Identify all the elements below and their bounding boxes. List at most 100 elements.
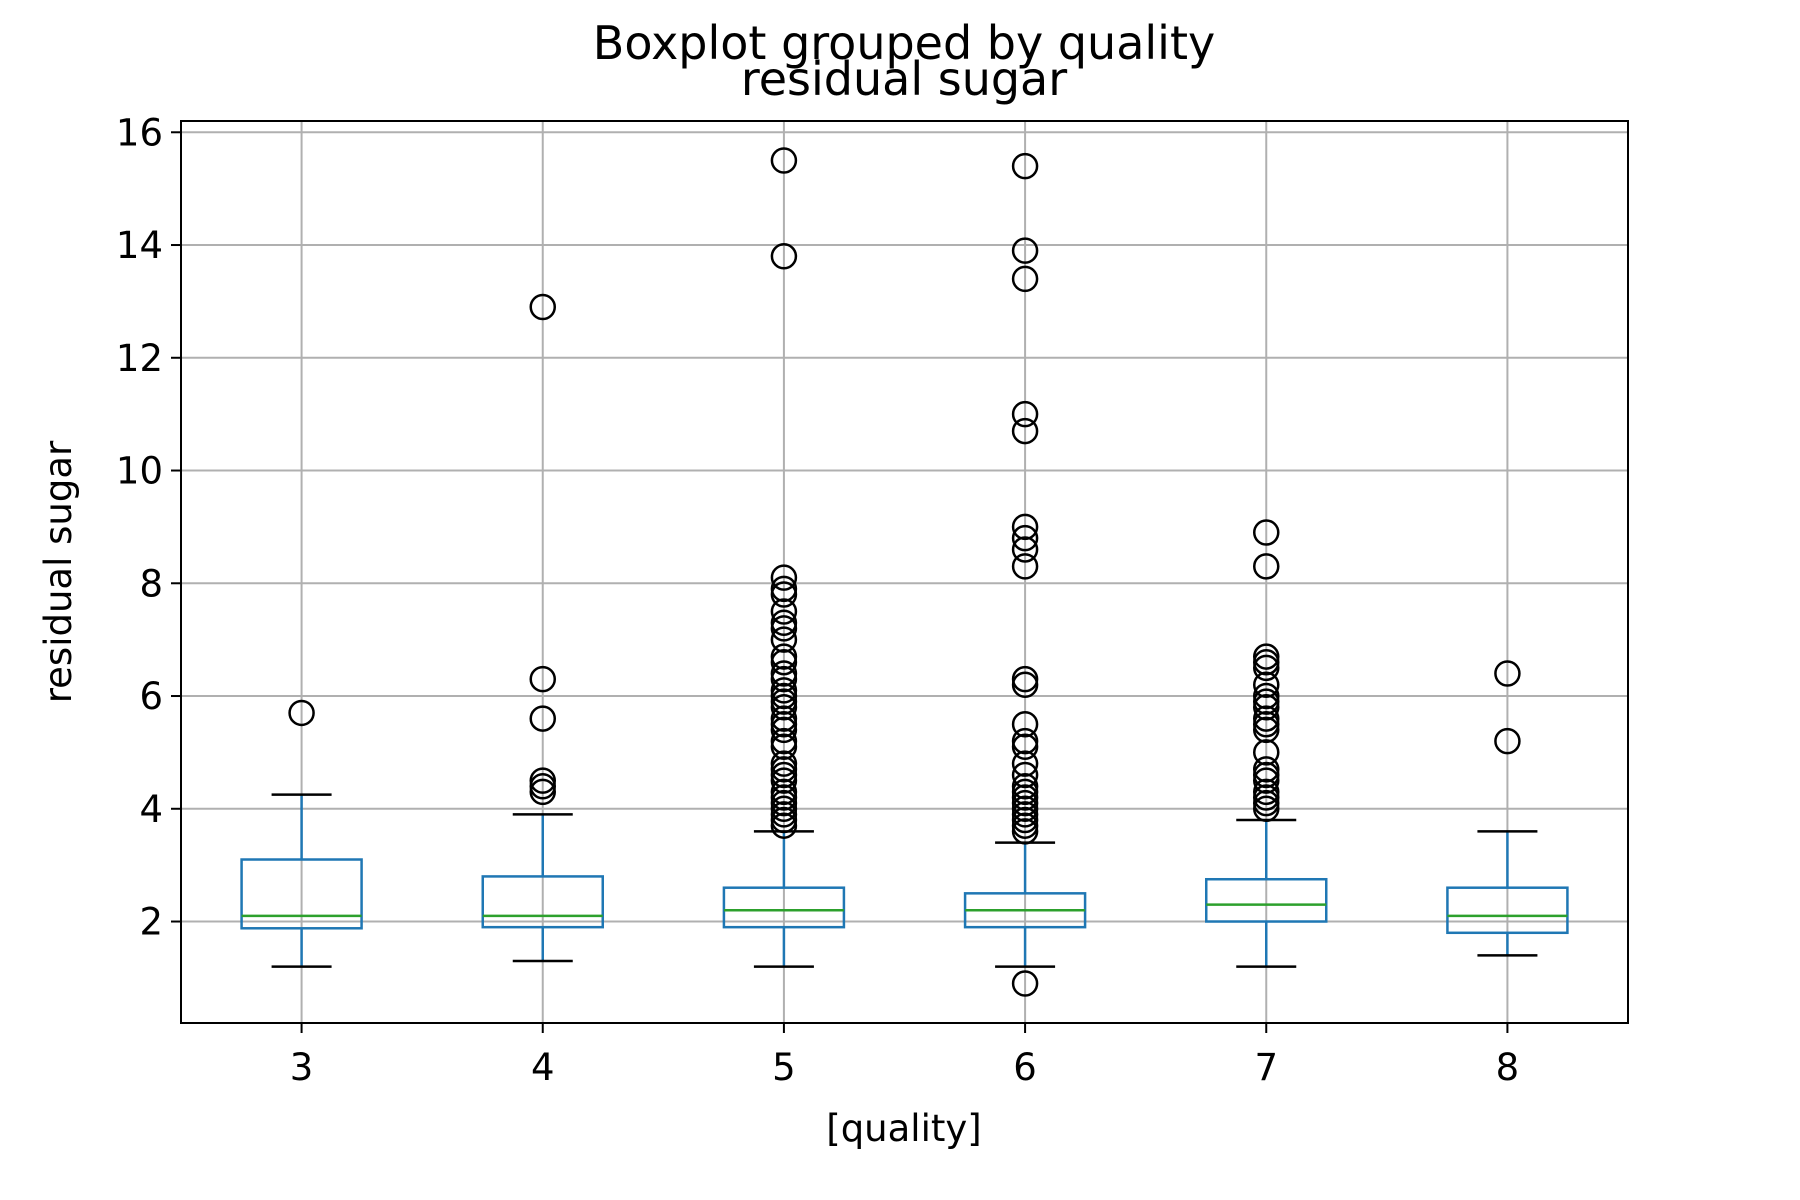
- outlier-point: [1253, 767, 1280, 794]
- outlier-point: [1011, 772, 1039, 800]
- x-tick-label: 6: [1013, 1046, 1037, 1089]
- outlier-point: [1011, 806, 1039, 834]
- outlier-point: [1011, 784, 1039, 811]
- outlier-point: [1011, 152, 1039, 180]
- box-iqr: [240, 858, 363, 930]
- outlier-point: [770, 705, 798, 732]
- y-tick-label: 8: [139, 562, 163, 605]
- outlier-point: [770, 615, 798, 642]
- outlier-point: [1494, 660, 1521, 687]
- outlier-point: [1011, 671, 1039, 698]
- x-tick-label: 8: [1496, 1046, 1520, 1089]
- outlier-point: [1011, 818, 1039, 845]
- outlier-point: [770, 575, 798, 603]
- outlier-point: [1253, 739, 1280, 766]
- outlier-point: [1253, 716, 1280, 744]
- x-axis-label: [quality]: [826, 1107, 981, 1150]
- outlier-point: [1011, 801, 1039, 828]
- outlier-point: [770, 688, 798, 715]
- x-tick-label: 3: [290, 1046, 314, 1089]
- outlier-point: [770, 750, 798, 777]
- outlier-point: [1011, 710, 1039, 738]
- outlier-point: [1253, 710, 1280, 738]
- outlier-point: [770, 789, 798, 817]
- outlier-point: [770, 801, 798, 828]
- outlier-point: [770, 648, 798, 676]
- x-tick-label: 7: [1254, 1046, 1278, 1089]
- outlier-point: [1253, 553, 1280, 580]
- y-tick-label: 12: [116, 337, 163, 380]
- y-tick-label: 6: [139, 675, 163, 718]
- outlier-point: [1011, 778, 1039, 806]
- x-tick-label: 4: [531, 1046, 555, 1089]
- outlier-point: [1011, 665, 1039, 693]
- outlier-point: [1253, 761, 1280, 789]
- box-layer: [240, 793, 1569, 968]
- outlier-point: [770, 243, 798, 270]
- outlier-point: [1011, 400, 1039, 428]
- outlier-point: [1253, 519, 1280, 546]
- outlier-point: [770, 784, 798, 811]
- outlier-point: [1011, 795, 1039, 823]
- outlier-point: [770, 767, 798, 794]
- outlier-point: [1011, 812, 1039, 839]
- outlier-point: [770, 727, 798, 755]
- outlier-point: [1011, 417, 1039, 445]
- outlier-point: [529, 772, 556, 800]
- y-axis-label: residual sugar: [37, 440, 80, 703]
- outlier-point: [770, 812, 798, 839]
- outlier-point: [770, 716, 798, 744]
- outlier-point: [770, 581, 798, 608]
- flier-layer: [288, 147, 1521, 997]
- chart-title: residual sugar: [741, 52, 1067, 106]
- outlier-point: [1011, 553, 1039, 580]
- outlier-point: [770, 756, 798, 783]
- outlier-point: [770, 677, 798, 704]
- outlier-point: [770, 778, 798, 806]
- axes-frame: [180, 120, 1629, 1024]
- x-tick-label: 5: [772, 1046, 796, 1089]
- outlier-point: [529, 293, 556, 321]
- outlier-point: [770, 660, 798, 687]
- outlier-point: [1011, 536, 1039, 563]
- outlier-point: [529, 778, 556, 806]
- outlier-point: [770, 795, 798, 823]
- outlier-point: [770, 564, 798, 591]
- tick-layer: 2 4 6 8 10 12 14 16 3 4 5 6 7 8: [116, 111, 1519, 1089]
- outlier-point: [770, 598, 798, 625]
- outlier-point: [1011, 750, 1039, 777]
- outlier-point: [1011, 761, 1039, 789]
- box-iqr: [1205, 877, 1328, 923]
- box-iqr: [481, 875, 604, 929]
- outlier-point: [1253, 784, 1280, 811]
- outlier-point: [1011, 513, 1039, 541]
- outlier-point: [770, 806, 798, 834]
- outlier-point: [529, 665, 556, 693]
- y-tick-label: 4: [139, 788, 163, 831]
- grid-layer: [181, 121, 1628, 1023]
- outlier-point: [770, 609, 798, 636]
- outlier-point: [1253, 705, 1280, 732]
- outlier-point: [770, 733, 798, 761]
- outlier-point: [1253, 778, 1280, 806]
- outlier-point: [1253, 795, 1280, 823]
- outlier-point: [1494, 727, 1521, 755]
- outlier-point: [1253, 789, 1280, 817]
- outlier-point: [529, 705, 556, 732]
- outlier-point: [1253, 756, 1280, 783]
- outlier-point: [770, 710, 798, 738]
- y-tick-label: 10: [116, 450, 163, 493]
- outlier-point: [1011, 789, 1039, 817]
- outlier-point: [770, 147, 798, 174]
- outlier-point: [529, 767, 556, 794]
- outlier-point: [288, 699, 315, 727]
- y-tick-label: 2: [139, 901, 163, 944]
- outlier-point: [1253, 694, 1280, 721]
- outlier-point: [1011, 733, 1039, 761]
- y-tick-label: 16: [116, 111, 163, 154]
- outlier-point: [1253, 648, 1280, 676]
- outlier-point: [770, 682, 798, 710]
- outlier-point: [1011, 524, 1039, 552]
